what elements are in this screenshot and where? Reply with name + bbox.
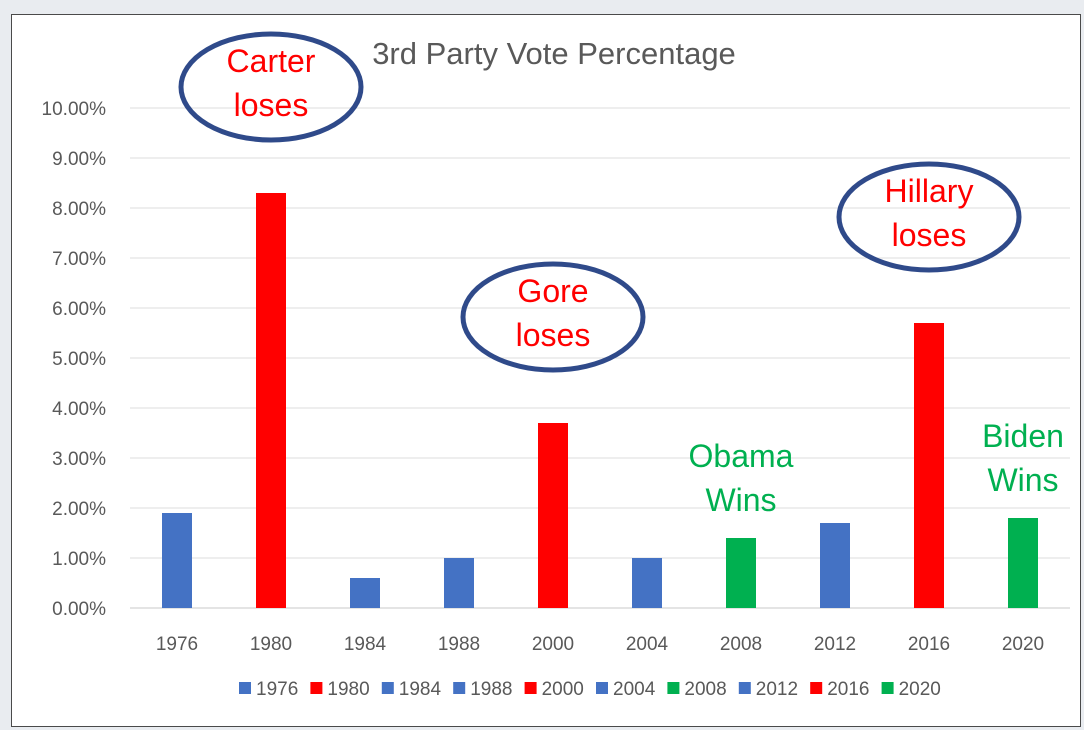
annotation-text: Biden	[982, 418, 1064, 454]
y-tick-label: 5.00%	[52, 349, 106, 370]
y-tick-label: 0.00%	[52, 599, 106, 620]
legend-swatch	[524, 682, 537, 694]
legend-label: 1984	[399, 679, 442, 700]
y-tick-label: 8.00%	[52, 199, 106, 220]
annotation-text: Obama	[689, 438, 794, 474]
x-tick-label: 1988	[438, 634, 480, 655]
bars	[162, 193, 1038, 608]
x-tick-label: 2012	[814, 634, 856, 655]
legend-item-2020: 2020	[881, 679, 941, 700]
legend-label: 2012	[756, 679, 798, 700]
y-tick-label: 1.00%	[52, 549, 106, 570]
annotations: Carter loses Gore loses Obama Wins Hillary lose…	[178, 31, 1064, 518]
annotation-circle	[836, 161, 1022, 273]
legend-item-1988: 1988	[453, 679, 512, 700]
annotation-circle	[178, 31, 364, 143]
legend-swatch	[881, 682, 894, 694]
legend-item-2008: 2008	[667, 679, 727, 700]
annotation-text: Wins	[705, 482, 776, 518]
gridlines	[130, 107, 1070, 609]
legend-label: 2016	[827, 679, 869, 700]
y-tick-label: 2.00%	[52, 499, 106, 520]
x-axis: 1976 1980 1984 1988 2000 2004 2008 2012 2016 2020	[156, 634, 1044, 655]
legend-label: 1980	[327, 679, 369, 700]
bar-2000	[538, 423, 568, 608]
legend-swatch	[453, 682, 466, 694]
annotation-text: Gore	[517, 273, 588, 309]
annotation-text: Wins	[987, 462, 1058, 498]
annotation-2020: Biden Wins	[982, 418, 1064, 498]
x-tick-label: 2016	[908, 634, 950, 655]
bar-2012	[820, 523, 850, 608]
legend-swatch	[310, 682, 323, 694]
annotation-circle	[460, 261, 646, 373]
legend-swatch	[810, 682, 823, 694]
legend-swatch	[239, 682, 251, 694]
legend-swatch	[596, 682, 608, 694]
bar-2020	[1008, 518, 1038, 608]
legend-label: 1988	[470, 679, 512, 700]
annotation-2008: Obama Wins	[689, 438, 794, 518]
bar-2016	[914, 323, 944, 608]
legend-item-2012: 2012	[738, 679, 798, 700]
y-tick-label: 10.00%	[42, 99, 107, 120]
annotation-1980: Carter loses	[178, 31, 364, 143]
legend-label: 2020	[899, 679, 941, 700]
legend-item-1984: 1984	[381, 679, 442, 700]
y-tick-label: 9.00%	[52, 149, 106, 170]
legend-item-2000: 2000	[524, 679, 584, 700]
annotation-text: loses	[234, 87, 309, 123]
annotation-text: loses	[516, 317, 591, 353]
x-tick-label: 1976	[156, 634, 198, 655]
bar-2004	[632, 558, 662, 608]
legend-item-1980: 1980	[310, 679, 370, 700]
x-tick-label: 1984	[344, 634, 387, 655]
legend-swatch	[667, 682, 680, 694]
y-axis: 0.00% 1.00% 2.00% 3.00% 4.00% 5.00% 6.00% 7.00%…	[42, 99, 107, 620]
bar-1976	[162, 513, 192, 608]
legend-swatch	[381, 682, 394, 694]
bar-1980	[256, 193, 286, 608]
annotation-text: Hillary	[885, 173, 974, 209]
x-tick-label: 2004	[626, 634, 669, 655]
annotation-2000: Gore loses	[460, 261, 646, 373]
x-tick-label: 2000	[532, 634, 574, 655]
legend-item-1976: 1976	[239, 679, 298, 700]
legend-label: 2000	[542, 679, 584, 700]
bar-1988	[444, 558, 474, 608]
y-tick-label: 3.00%	[52, 449, 106, 470]
legend-label: 1976	[256, 679, 298, 700]
y-tick-label: 4.00%	[52, 399, 106, 420]
legend-swatch	[738, 682, 751, 694]
legend-label: 2008	[684, 679, 726, 700]
legend: 1976 1980 1984 1988 2000 2004 2008 2012 2016 2020	[239, 679, 941, 700]
y-tick-label: 6.00%	[52, 299, 106, 320]
bar-1984	[350, 578, 380, 608]
legend-item-2004: 2004	[596, 679, 656, 700]
chart-title: 3rd Party Vote Percentage	[372, 36, 736, 71]
x-tick-label: 2008	[720, 634, 762, 655]
x-tick-label: 2020	[1002, 634, 1044, 655]
x-tick-label: 1980	[250, 634, 292, 655]
annotation-text: loses	[892, 217, 967, 253]
annotation-2016: Hillary loses	[836, 161, 1022, 273]
y-tick-label: 7.00%	[52, 249, 106, 270]
legend-label: 2004	[613, 679, 656, 700]
annotation-text: Carter	[227, 43, 316, 79]
legend-item-2016: 2016	[810, 679, 869, 700]
bar-2008	[726, 538, 756, 608]
